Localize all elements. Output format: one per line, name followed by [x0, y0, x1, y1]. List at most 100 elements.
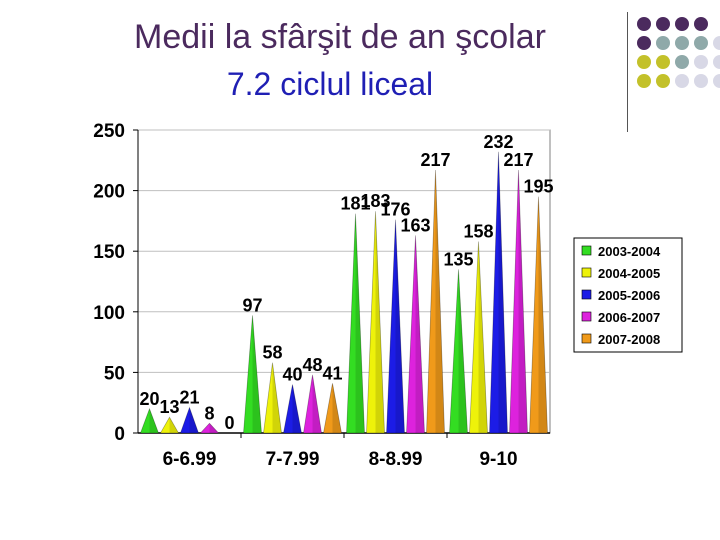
decorative-dot [713, 74, 720, 88]
cone-bar-shade [252, 315, 262, 433]
y-tick-label: 50 [104, 363, 125, 384]
legend-swatch [581, 245, 592, 256]
decorative-dot [694, 17, 708, 31]
decorative-dot [637, 17, 651, 31]
legend: 2003-2004 2004-2005 2005-2006 2006-2007 2007… [573, 237, 683, 353]
cone-bar [323, 383, 342, 434]
decorative-dot [675, 17, 689, 31]
slide-title: Medii la sfârşit de an şcolar [134, 18, 546, 56]
legend-label: 2006-2007 [598, 310, 660, 325]
x-tick-label: 7-7.99 [266, 449, 320, 470]
cone-bar [366, 211, 385, 434]
decorative-dot [656, 36, 670, 50]
cone-bar [509, 169, 528, 434]
data-label: 21 [179, 388, 199, 408]
cone-bar [199, 422, 220, 434]
data-label: 97 [242, 295, 262, 315]
decorative-dot-grid [637, 17, 720, 88]
y-tick-label: 100 [93, 303, 125, 324]
cone-bar [449, 269, 468, 434]
plot-area: 0 50 100 150 200 250 6-6.99 7-7.99 8-8.99 9-10 20 1… [93, 121, 553, 470]
legend-swatch [581, 289, 592, 300]
legend-label: 2007-2008 [598, 332, 660, 347]
legend-label: 2003-2004 [598, 244, 661, 259]
decorative-dot [656, 74, 670, 88]
decorative-dot [713, 36, 720, 50]
data-label: 158 [463, 222, 493, 242]
decorative-divider [627, 12, 628, 132]
slide-subtitle: 7.2 ciclul liceal [226, 66, 434, 102]
cone-bar [346, 213, 365, 434]
decorative-dot [694, 55, 708, 69]
y-tick-label: 250 [93, 121, 125, 142]
cone-bar [426, 169, 445, 434]
decorative-dot [694, 36, 708, 50]
decorative-dot [637, 36, 651, 50]
data-label: 58 [262, 343, 282, 363]
x-tick-label: 9-10 [479, 449, 517, 470]
decorative-dot [675, 74, 689, 88]
data-label: 0 [224, 413, 234, 433]
y-tick-label: 0 [114, 424, 125, 445]
x-tick-label: 8-8.99 [369, 449, 423, 470]
data-label: 232 [483, 132, 513, 152]
cone-bar-shade [149, 408, 159, 433]
cone-bar-shade [375, 211, 385, 433]
y-tick-label: 150 [93, 242, 125, 263]
legend-swatch [581, 311, 592, 322]
data-label: 176 [380, 200, 410, 220]
data-label: 48 [302, 355, 322, 375]
decorative-dot [656, 17, 670, 31]
cone-bar-shade [355, 213, 365, 433]
cone-bar [489, 151, 508, 434]
cone-bar-shade [435, 169, 445, 433]
cone-bar-shade [169, 417, 179, 433]
decorative-dot [675, 36, 689, 50]
cone-bar [303, 374, 322, 434]
cone-bar-shade [189, 407, 199, 433]
x-tick-label: 6-6.99 [163, 449, 217, 470]
cone-bar [386, 219, 405, 434]
legend-label: 2004-2005 [598, 266, 660, 281]
cone-bar-shade [272, 362, 282, 433]
decorative-dot [637, 55, 651, 69]
cone-bar-shade [332, 383, 342, 433]
data-label: 195 [523, 177, 553, 197]
data-label: 20 [139, 389, 159, 409]
legend-swatch [581, 333, 592, 344]
cone-bar [469, 241, 488, 434]
data-label: 183 [360, 191, 390, 211]
data-label: 163 [400, 215, 430, 235]
cone-bar [406, 235, 425, 434]
cone-bar-shade [312, 374, 322, 433]
cone-bar-shade [518, 169, 528, 433]
data-label: 181 [340, 194, 370, 214]
decorative-dot [656, 55, 670, 69]
legend-box [573, 237, 683, 353]
cone-bar-shade [458, 269, 468, 433]
cone-bar [243, 315, 262, 434]
data-label: 8 [204, 403, 214, 423]
y-tick-label: 200 [93, 182, 125, 203]
cone-bar [139, 407, 160, 434]
cone-bar-shade [209, 423, 219, 433]
cone-bar [283, 384, 302, 434]
cone-bar-shade [478, 241, 488, 433]
decorative-dot [713, 55, 720, 69]
legend-label: 2005-2006 [598, 288, 660, 303]
data-label: 41 [322, 363, 342, 383]
cone-bar-shade [292, 384, 302, 433]
decorative-dot [675, 55, 689, 69]
cone-bar [263, 362, 282, 434]
cone-bar [180, 406, 199, 434]
data-label: 217 [420, 150, 450, 170]
decorative-dot [637, 74, 651, 88]
legend-swatch [581, 267, 592, 278]
cone-bar [159, 416, 180, 434]
cone-bar-shade [415, 235, 425, 433]
data-label: 40 [282, 365, 302, 385]
cone-bar-shade [538, 196, 548, 433]
decorative-dot [694, 74, 708, 88]
cone-bar-shade [395, 219, 405, 433]
